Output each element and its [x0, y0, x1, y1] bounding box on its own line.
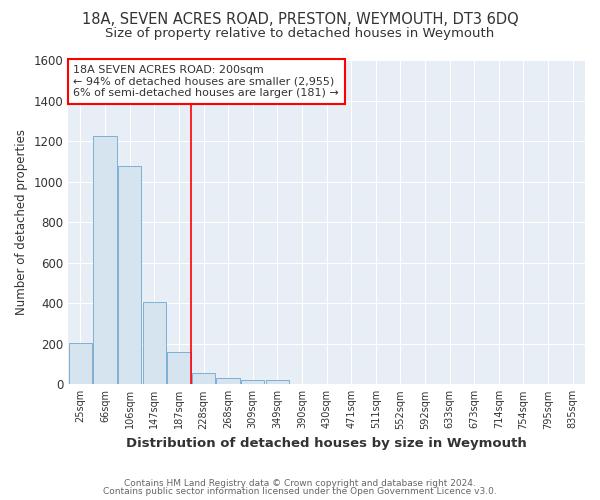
Bar [167, 352, 191, 384]
Text: 18A, SEVEN ACRES ROAD, PRESTON, WEYMOUTH, DT3 6DQ: 18A, SEVEN ACRES ROAD, PRESTON, WEYMOUTH… [82, 12, 518, 28]
Bar [143, 302, 166, 384]
Text: 18A SEVEN ACRES ROAD: 200sqm
← 94% of detached houses are smaller (2,955)
6% of : 18A SEVEN ACRES ROAD: 200sqm ← 94% of de… [73, 65, 339, 98]
Bar [266, 380, 289, 384]
Bar [69, 343, 92, 384]
Bar [94, 136, 117, 384]
Text: Contains public sector information licensed under the Open Government Licence v3: Contains public sector information licen… [103, 487, 497, 496]
X-axis label: Distribution of detached houses by size in Weymouth: Distribution of detached houses by size … [126, 437, 527, 450]
Text: Size of property relative to detached houses in Weymouth: Size of property relative to detached ho… [106, 28, 494, 40]
Bar [241, 380, 265, 384]
Bar [217, 378, 240, 384]
Text: Contains HM Land Registry data © Crown copyright and database right 2024.: Contains HM Land Registry data © Crown c… [124, 478, 476, 488]
Bar [192, 373, 215, 384]
Bar [118, 166, 142, 384]
Y-axis label: Number of detached properties: Number of detached properties [15, 129, 28, 315]
